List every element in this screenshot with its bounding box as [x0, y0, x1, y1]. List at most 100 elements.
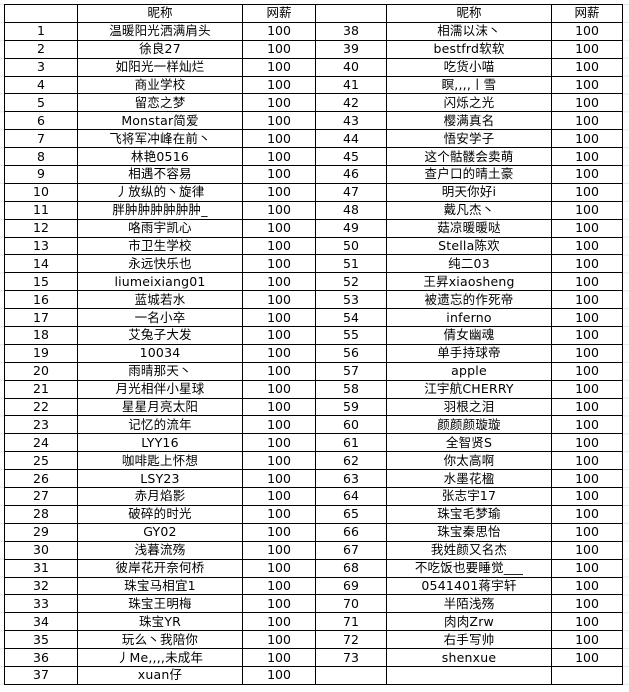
- index-cell[interactable]: 64: [315, 487, 387, 506]
- name-cell[interactable]: 全智贤S: [386, 433, 552, 453]
- index-cell[interactable]: 63: [315, 469, 387, 489]
- salary-cell[interactable]: 100: [551, 433, 623, 453]
- index-cell[interactable]: 61: [315, 433, 387, 453]
- name-cell[interactable]: 蓝城若水: [77, 290, 243, 310]
- name-cell[interactable]: 珠宝YR: [77, 612, 243, 632]
- salary-cell[interactable]: 100: [551, 594, 623, 614]
- name-cell[interactable]: 雨晴那天丶: [77, 361, 243, 381]
- salary-cell[interactable]: 100: [551, 93, 623, 113]
- salary-cell[interactable]: 100: [551, 469, 623, 489]
- name-cell[interactable]: 艾兔子大发: [77, 326, 243, 345]
- salary-cell[interactable]: 100: [551, 200, 623, 220]
- index-cell[interactable]: 28: [4, 504, 78, 524]
- salary-cell[interactable]: 100: [242, 308, 316, 328]
- salary-cell[interactable]: 100: [551, 75, 623, 95]
- name-cell[interactable]: 单手持球帝: [386, 343, 552, 363]
- name-cell[interactable]: 江宇航CHERRY: [386, 379, 552, 399]
- salary-cell[interactable]: 100: [551, 57, 623, 77]
- name-cell[interactable]: 玩么丶我陪你: [77, 630, 243, 650]
- index-cell[interactable]: 52: [315, 272, 387, 292]
- index-cell[interactable]: 15: [4, 272, 78, 292]
- name-cell[interactable]: 水墨花楹: [386, 469, 552, 489]
- salary-cell[interactable]: 100: [242, 415, 316, 435]
- name-cell[interactable]: 我姓颜又名杰: [386, 540, 552, 560]
- salary-cell[interactable]: 100: [242, 326, 316, 345]
- index-cell[interactable]: 46: [315, 165, 387, 184]
- salary-cell[interactable]: 100: [242, 39, 316, 59]
- index-cell[interactable]: 23: [4, 415, 78, 435]
- name-cell[interactable]: 胖肿肿肿肿肿肿_: [77, 200, 243, 220]
- index-cell[interactable]: 37: [4, 665, 78, 685]
- salary-cell[interactable]: 100: [551, 326, 623, 345]
- salary-cell[interactable]: 100: [242, 594, 316, 614]
- name-cell[interactable]: 丿Me,,,,未成年: [77, 648, 243, 667]
- index-cell[interactable]: 38: [315, 21, 387, 41]
- name-cell[interactable]: 月光相伴小星球: [77, 379, 243, 399]
- salary-cell[interactable]: 100: [242, 236, 316, 256]
- name-cell[interactable]: 右手写帅: [386, 630, 552, 650]
- name-cell[interactable]: 查户口的晴土豪: [386, 165, 552, 184]
- index-cell[interactable]: 13: [4, 236, 78, 256]
- salary-cell[interactable]: 100: [242, 540, 316, 560]
- name-cell[interactable]: 咯雨宇凯心: [77, 218, 243, 238]
- salary-cell[interactable]: 100: [242, 433, 316, 453]
- name-cell[interactable]: 如阳光一样灿烂: [77, 57, 243, 77]
- name-cell[interactable]: bestfrd软软: [386, 39, 552, 59]
- name-cell[interactable]: 破碎的时光: [77, 504, 243, 524]
- index-cell[interactable]: 50: [315, 236, 387, 256]
- salary-cell[interactable]: 100: [551, 397, 623, 417]
- salary-cell[interactable]: 100: [242, 57, 316, 77]
- salary-cell[interactable]: 100: [551, 308, 623, 328]
- salary-cell[interactable]: 100: [551, 451, 623, 471]
- name-cell[interactable]: 相遇不容易: [77, 165, 243, 184]
- name-cell[interactable]: 星星月亮太阳: [77, 397, 243, 417]
- index-cell[interactable]: 69: [315, 576, 387, 596]
- index-cell[interactable]: 22: [4, 397, 78, 417]
- salary-cell[interactable]: 100: [242, 451, 316, 471]
- index-cell[interactable]: 62: [315, 451, 387, 471]
- salary-cell[interactable]: 100: [242, 21, 316, 41]
- index-cell[interactable]: 27: [4, 487, 78, 506]
- index-cell[interactable]: 42: [315, 93, 387, 113]
- name-cell[interactable]: 你太高啊: [386, 451, 552, 471]
- name-cell[interactable]: 半陌浅殇: [386, 594, 552, 614]
- name-cell[interactable]: 不吃饭也要睡觉___: [386, 558, 552, 578]
- index-cell[interactable]: 43: [315, 111, 387, 131]
- name-cell[interactable]: 珠宝毛梦瑜: [386, 504, 552, 524]
- index-cell[interactable]: 1: [4, 21, 78, 41]
- salary-cell[interactable]: 100: [551, 415, 623, 435]
- name-cell[interactable]: 珠宝王明梅: [77, 594, 243, 614]
- name-cell[interactable]: 10034: [77, 343, 243, 363]
- name-cell[interactable]: 樱满真名: [386, 111, 552, 131]
- salary-cell[interactable]: 100: [551, 648, 623, 667]
- name-cell[interactable]: 戴凡杰丶: [386, 200, 552, 220]
- salary-cell[interactable]: 100: [242, 648, 316, 667]
- name-cell[interactable]: shenxue: [386, 648, 552, 667]
- name-cell[interactable]: inferno: [386, 308, 552, 328]
- name-cell[interactable]: 记忆的流年: [77, 415, 243, 435]
- index-cell[interactable]: 48: [315, 200, 387, 220]
- index-cell[interactable]: 35: [4, 630, 78, 650]
- index-cell[interactable]: 18: [4, 326, 78, 345]
- index-cell[interactable]: 17: [4, 308, 78, 328]
- index-cell[interactable]: 10: [4, 182, 78, 202]
- index-cell[interactable]: 7: [4, 129, 78, 149]
- index-cell[interactable]: 59: [315, 397, 387, 417]
- salary-cell[interactable]: 100: [242, 218, 316, 238]
- salary-cell[interactable]: 100: [242, 272, 316, 292]
- index-cell[interactable]: 3: [4, 57, 78, 77]
- index-cell[interactable]: 25: [4, 451, 78, 471]
- index-cell[interactable]: 36: [4, 648, 78, 667]
- name-cell[interactable]: 珠宝秦思怡: [386, 522, 552, 542]
- salary-cell[interactable]: 100: [551, 540, 623, 560]
- salary-cell[interactable]: 100: [551, 254, 623, 274]
- name-cell[interactable]: 0541401蒋宇轩: [386, 576, 552, 596]
- name-cell[interactable]: 彼岸花开奈何桥: [77, 558, 243, 578]
- index-cell[interactable]: 19: [4, 343, 78, 363]
- salary-cell[interactable]: 100: [242, 487, 316, 506]
- index-cell[interactable]: 70: [315, 594, 387, 614]
- index-cell[interactable]: 20: [4, 361, 78, 381]
- name-cell[interactable]: 羽根之泪: [386, 397, 552, 417]
- index-cell[interactable]: 58: [315, 379, 387, 399]
- name-cell[interactable]: 相濡以沫丶: [386, 21, 552, 41]
